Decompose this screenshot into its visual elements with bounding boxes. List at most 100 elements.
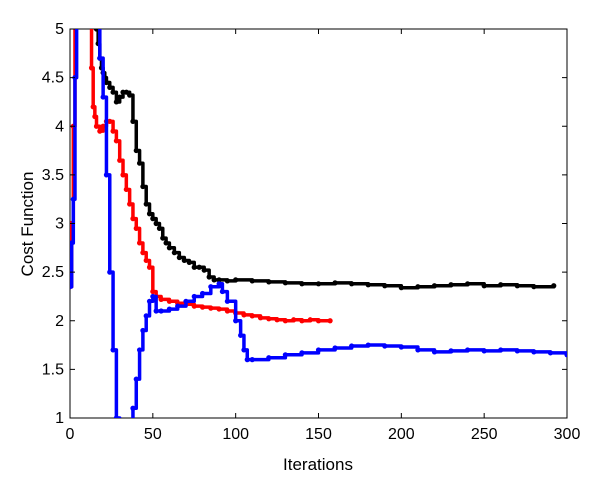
y-tick-label: 5 xyxy=(55,21,64,38)
data-point xyxy=(299,350,305,356)
data-point xyxy=(70,284,73,290)
data-point xyxy=(211,277,217,283)
data-point xyxy=(465,347,471,353)
data-point xyxy=(158,296,164,302)
data-point xyxy=(282,280,288,286)
data-point xyxy=(163,240,169,246)
data-point xyxy=(123,186,129,193)
data-point xyxy=(97,128,103,134)
data-point xyxy=(332,345,338,351)
data-point xyxy=(175,303,181,309)
data-point xyxy=(153,220,159,227)
data-point xyxy=(166,245,172,251)
series-3 xyxy=(70,7,567,418)
data-point xyxy=(398,285,404,291)
data-point xyxy=(100,94,106,100)
data-point xyxy=(224,308,230,314)
data-point xyxy=(208,284,214,290)
data-point xyxy=(110,347,116,353)
data-point xyxy=(92,7,97,12)
data-point xyxy=(181,257,187,264)
data-point xyxy=(349,281,355,287)
data-point xyxy=(133,147,139,154)
data-point xyxy=(72,7,77,12)
data-point xyxy=(113,415,119,418)
data-point xyxy=(176,254,182,261)
data-point xyxy=(107,269,113,275)
data-point xyxy=(143,257,149,264)
data-point xyxy=(249,313,255,319)
data-point xyxy=(349,343,355,349)
data-point xyxy=(547,350,554,356)
data-point xyxy=(415,347,421,353)
data-point xyxy=(120,172,126,178)
data-point xyxy=(130,118,136,124)
data-point xyxy=(448,348,454,354)
data-point xyxy=(219,288,226,295)
data-point xyxy=(76,7,81,12)
data-point xyxy=(84,7,89,12)
data-point xyxy=(431,283,438,289)
data-point xyxy=(266,279,272,285)
data-point xyxy=(130,405,136,411)
data-point xyxy=(498,282,504,288)
data-point xyxy=(107,84,113,90)
x-tick-label: 250 xyxy=(471,426,498,443)
axis-layer: 0 50 100 150 200 250 300 1 1.5 2 2.5 3 3.5 4 4.5 5 xyxy=(42,21,581,443)
data-point xyxy=(70,240,75,246)
data-point xyxy=(514,348,520,354)
data-point xyxy=(93,123,100,129)
data-point xyxy=(150,293,156,300)
y-tick-label: 1 xyxy=(55,410,64,427)
data-point xyxy=(299,281,305,287)
data-point xyxy=(74,7,79,12)
data-point xyxy=(365,282,371,288)
series-2 xyxy=(70,7,333,324)
data-point xyxy=(216,281,222,287)
data-point xyxy=(166,306,172,312)
data-point xyxy=(238,332,244,338)
data-point xyxy=(199,304,206,310)
data-point xyxy=(191,293,197,300)
data-point xyxy=(133,376,139,382)
data-point xyxy=(382,283,388,289)
data-point xyxy=(249,357,255,363)
data-point xyxy=(327,318,333,324)
y-tick-label: 2.5 xyxy=(42,264,64,281)
data-point xyxy=(103,79,110,86)
data-point xyxy=(191,303,197,309)
data-point xyxy=(266,355,272,361)
data-point xyxy=(233,318,239,324)
data-point xyxy=(299,318,305,324)
y-axis-label: Cost Function xyxy=(18,172,37,277)
x-tick-label: 300 xyxy=(554,426,581,443)
data-point xyxy=(398,344,404,350)
y-tick-label: 2 xyxy=(55,313,64,330)
data-point xyxy=(315,281,322,287)
data-point xyxy=(143,313,149,319)
data-point xyxy=(514,283,520,289)
x-axis-label: Iterations xyxy=(283,455,353,474)
data-point xyxy=(531,349,537,355)
data-point xyxy=(146,298,153,304)
data-point xyxy=(315,318,322,324)
data-point xyxy=(136,347,143,353)
data-point xyxy=(127,92,133,98)
data-point xyxy=(103,172,110,178)
data-point xyxy=(107,118,113,124)
data-point xyxy=(140,183,146,190)
data-point xyxy=(146,264,153,270)
data-point xyxy=(249,278,255,284)
data-point xyxy=(531,284,537,290)
data-point xyxy=(498,347,504,353)
data-point xyxy=(282,318,288,324)
data-point xyxy=(224,278,230,284)
data-point xyxy=(244,357,250,363)
series-1 xyxy=(93,29,557,291)
series-layer xyxy=(70,7,567,418)
data-point xyxy=(117,157,123,163)
data-point xyxy=(282,352,288,358)
data-point xyxy=(158,308,164,314)
data-point xyxy=(150,288,156,295)
data-point xyxy=(153,308,159,314)
